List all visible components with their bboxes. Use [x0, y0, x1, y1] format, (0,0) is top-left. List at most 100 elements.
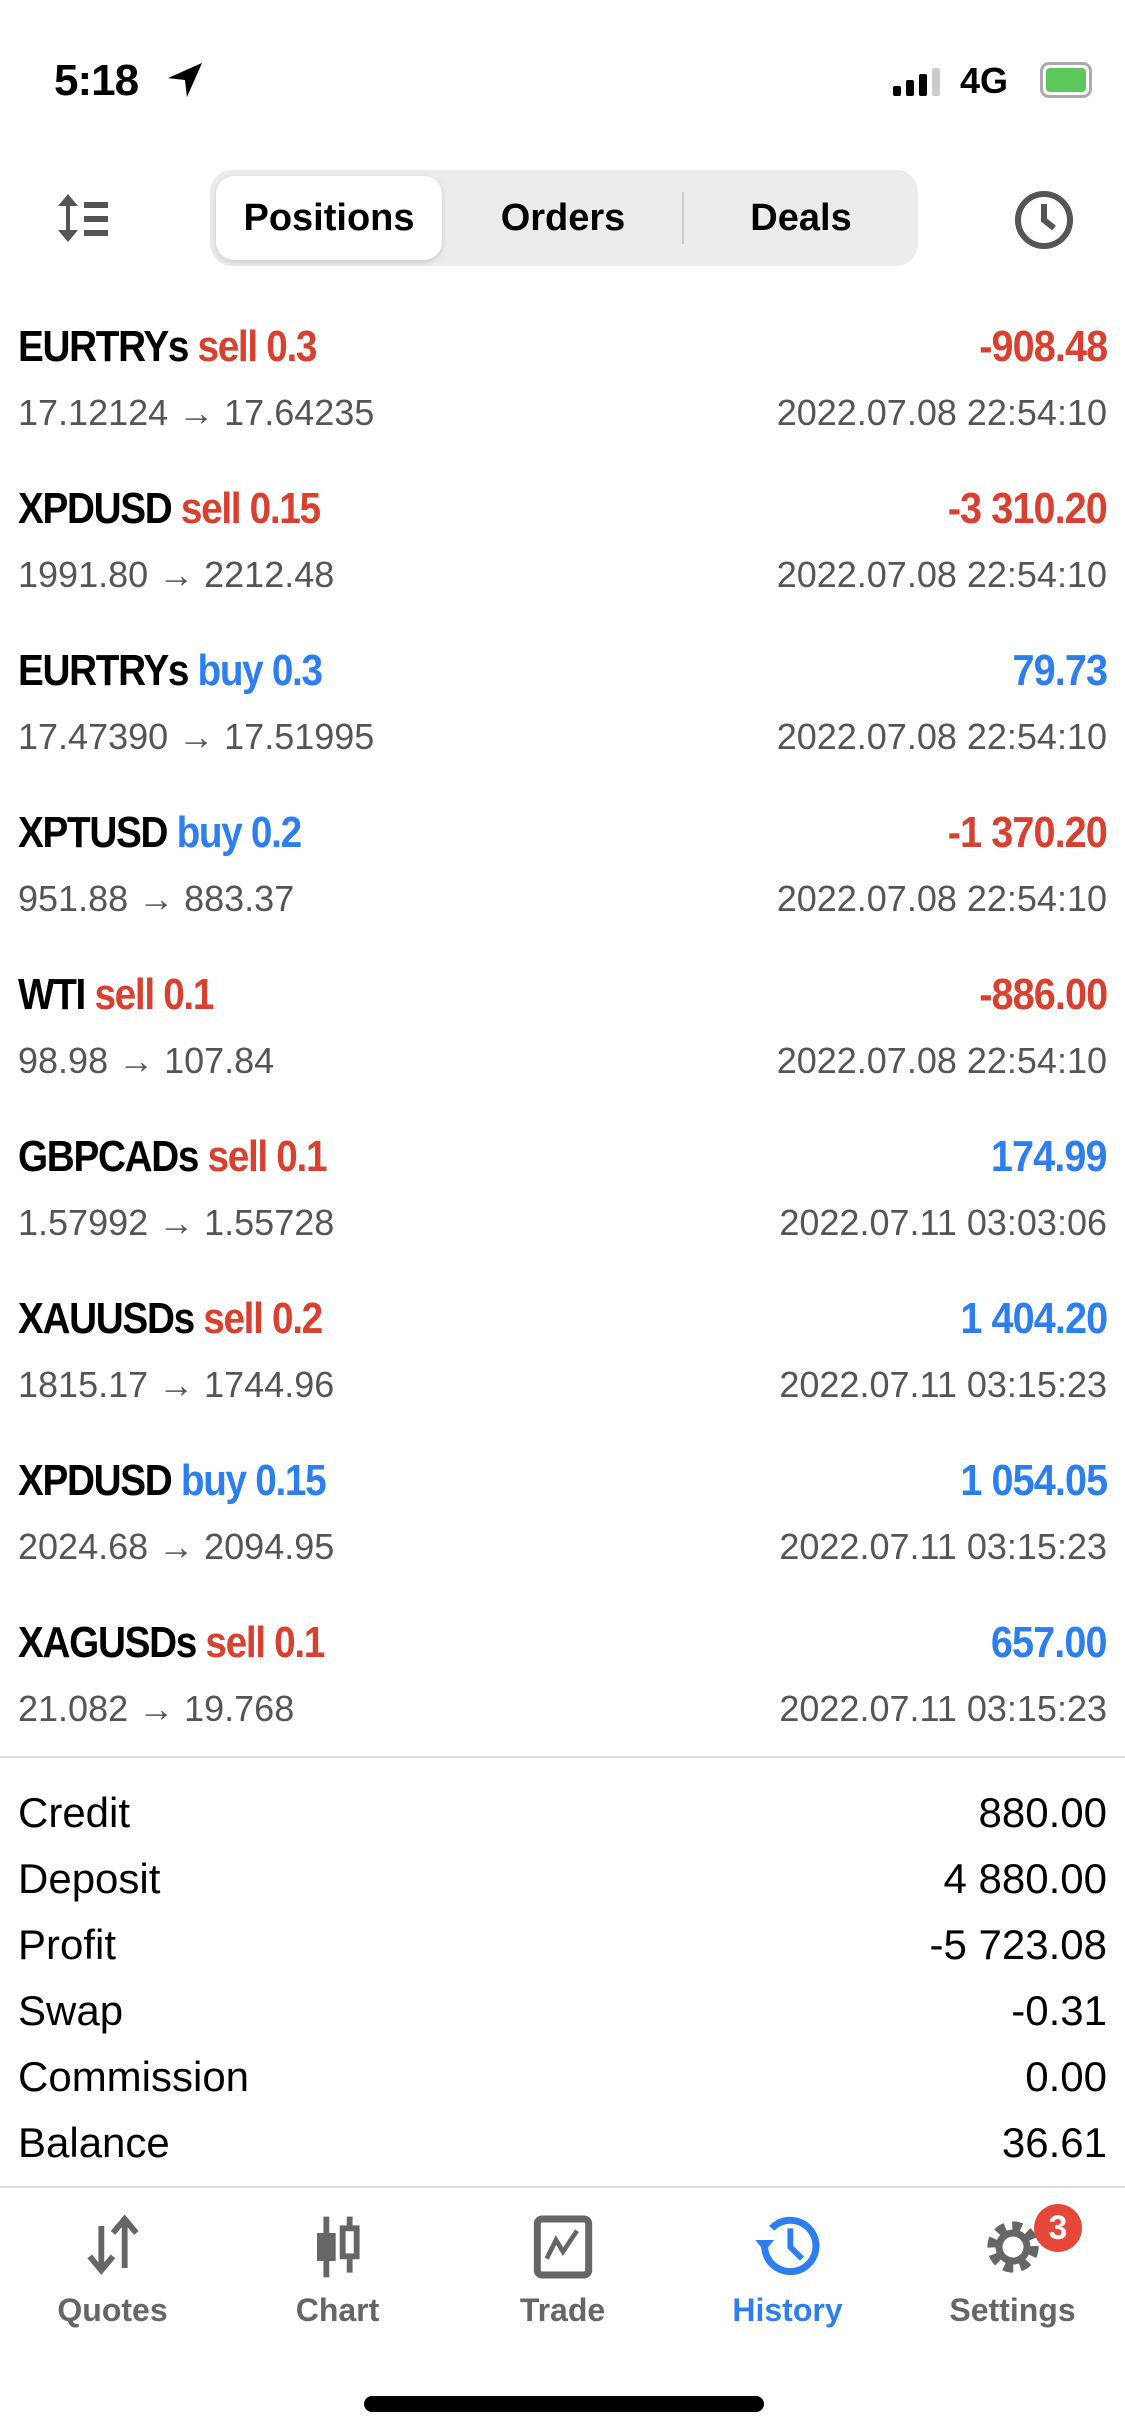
clock-icon[interactable]	[1014, 190, 1074, 250]
summary-value: 36.61	[1001, 2119, 1107, 2166]
price-range: 1991.80 → 2212.48	[18, 554, 335, 595]
close-time: 2022.07.08 22:54:10	[776, 392, 1107, 433]
price-range: 21.082 → 19.768	[18, 1688, 295, 1729]
side: sell	[180, 484, 242, 533]
position-row[interactable]: XPDUSD buy 0.15 2024.68 → 2094.95 1 054.05…	[0, 1452, 1125, 1614]
tab-positions[interactable]: Positions	[216, 176, 442, 260]
side: sell	[94, 970, 155, 1019]
volume: 0.2	[272, 1294, 323, 1343]
side: buy	[180, 1456, 247, 1505]
tab-trade[interactable]: Trade	[450, 2212, 675, 2329]
price-range: 98.98 → 107.84	[18, 1040, 275, 1081]
profit: 79.73	[1012, 646, 1107, 695]
summary-row-deposit: Deposit 4 880.00	[18, 1846, 1107, 1912]
summary-value: 0.00	[1025, 2053, 1107, 2100]
summary-value: 880.00	[978, 1789, 1107, 1836]
tab-quotes[interactable]: Quotes	[0, 2212, 225, 2329]
divider	[0, 1756, 1125, 1758]
symbol: XPDUSD	[18, 484, 173, 533]
position-row[interactable]: XPDUSD sell 0.15 1991.80 → 2212.48 -3 310.…	[0, 480, 1125, 642]
summary-row-balance: Balance 36.61	[18, 2110, 1107, 2176]
summary-label: Credit	[18, 1789, 131, 1836]
summary-value: -0.31	[1011, 1987, 1107, 2034]
symbol: XAUUSDs	[18, 1294, 195, 1343]
summary-row-credit: Credit 880.00	[18, 1780, 1107, 1846]
tab-orders[interactable]: Orders	[500, 196, 626, 239]
position-title: XAGUSDs sell 0.1	[18, 1618, 325, 1668]
position-title: GBPCADs sell 0.1	[18, 1132, 327, 1182]
position-title: WTI sell 0.1	[18, 970, 214, 1020]
side: buy	[176, 808, 243, 857]
status-bar: 5:18 4G	[0, 0, 1125, 130]
profit: 1 054.05	[960, 1456, 1108, 1505]
summary-value: -5 723.08	[929, 1921, 1107, 1968]
close-time: 2022.07.08 22:54:10	[776, 716, 1107, 757]
profit: 657.00	[991, 1618, 1108, 1667]
symbol: GBPCADs	[18, 1132, 199, 1181]
tab-label: Quotes	[57, 2292, 168, 2328]
volume: 0.3	[271, 646, 323, 695]
position-row[interactable]: GBPCADs sell 0.1 1.57992 → 1.55728 174.99 2…	[0, 1128, 1125, 1290]
volume: 0.15	[255, 1456, 326, 1505]
tab-bar: Quotes Chart Trade History Settings 3	[0, 2186, 1125, 2346]
tab-chart[interactable]: Chart	[225, 2212, 450, 2329]
tab-label: Trade	[519, 2292, 606, 2328]
price-range: 1.57992 → 1.55728	[18, 1202, 335, 1243]
gear-icon	[986, 2221, 1039, 2273]
symbol: EURTRYs	[18, 322, 189, 371]
profit: -908.48	[978, 322, 1108, 371]
quotes-arrows-icon	[86, 2214, 139, 2275]
price-range: 951.88 → 883.37	[18, 878, 295, 919]
price-range: 2024.68 → 2094.95	[18, 1526, 335, 1567]
side: sell	[197, 322, 259, 371]
profit: -3 310.20	[947, 484, 1108, 533]
summary-row-profit: Profit -5 723.08	[18, 1912, 1107, 1978]
tab-label: Chart	[295, 2292, 380, 2328]
price-range: 17.12124 → 17.64235	[18, 392, 375, 433]
close-time: 2022.07.08 22:54:10	[776, 554, 1107, 595]
position-row[interactable]: XAGUSDs sell 0.1 21.082 → 19.768 657.00 202…	[0, 1614, 1125, 1776]
profit: -886.00	[978, 970, 1108, 1019]
header: Positions Orders Deals	[0, 170, 1125, 266]
summary-row-commission: Commission 0.00	[18, 2044, 1107, 2110]
tab-settings[interactable]: Settings	[900, 2212, 1125, 2329]
history-icon	[754, 2216, 819, 2276]
sort-icon[interactable]	[56, 192, 112, 244]
battery-charging-icon	[1040, 62, 1092, 98]
position-row[interactable]: EURTRYs buy 0.3 17.47390 → 17.51995 79.73 2…	[0, 642, 1125, 804]
summary-row-swap: Swap -0.31	[18, 1978, 1107, 2044]
segmented-control: Positions Orders Deals	[210, 170, 918, 266]
volume: 0.2	[250, 808, 302, 857]
tab-label: History	[732, 2292, 843, 2328]
close-time: 2022.07.11 03:03:06	[779, 1202, 1107, 1243]
symbol: XPDUSD	[18, 1456, 173, 1505]
position-row[interactable]: WTI sell 0.1 98.98 → 107.84 -886.00 2022.07…	[0, 966, 1125, 1128]
close-time: 2022.07.11 03:15:23	[779, 1688, 1107, 1729]
home-indicator[interactable]	[364, 2396, 764, 2412]
position-row[interactable]: EURTRYs sell 0.3 17.12124 → 17.64235 -908.…	[0, 318, 1125, 480]
segment-divider	[682, 192, 684, 244]
summary-value: 4 880.00	[943, 1855, 1108, 1902]
position-title: XPDUSD buy 0.15	[18, 1456, 327, 1506]
symbol: XAGUSDs	[18, 1618, 197, 1667]
tab-label: Settings	[949, 2292, 1076, 2328]
candlestick-icon	[316, 2216, 360, 2278]
position-title: XPDUSD sell 0.15	[18, 484, 321, 534]
side: buy	[197, 646, 264, 695]
network-type: 4G	[960, 60, 1009, 101]
side: sell	[203, 1294, 264, 1343]
summary-label: Deposit	[18, 1855, 161, 1902]
position-row[interactable]: XAUUSDs sell 0.2 1815.17 → 1744.96 1 404.2…	[0, 1290, 1125, 1452]
tab-deals[interactable]: Deals	[750, 196, 852, 239]
volume: 0.15	[249, 484, 321, 533]
position-row[interactable]: XPTUSD buy 0.2 951.88 → 883.37 -1 370.20 20…	[0, 804, 1125, 966]
volume: 0.1	[274, 1618, 325, 1667]
account-summary: Credit 880.00 Deposit 4 880.00 Profit -5 723.…	[18, 1780, 1107, 2176]
positions-list: EURTRYs sell 0.3 17.12124 → 17.64235 -908.…	[0, 318, 1125, 1776]
symbol: EURTRYs	[18, 646, 189, 695]
symbol: WTI	[18, 970, 86, 1019]
close-time: 2022.07.11 03:15:23	[779, 1526, 1107, 1567]
price-range: 17.47390 → 17.51995	[18, 716, 375, 757]
tab-history[interactable]: History	[675, 2212, 900, 2329]
close-time: 2022.07.08 22:54:10	[776, 1040, 1107, 1081]
